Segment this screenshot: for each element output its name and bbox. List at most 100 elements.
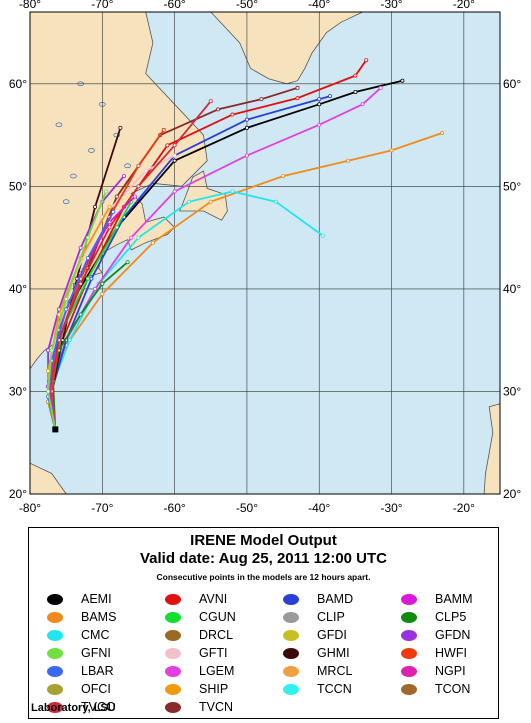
lon-tick-label-bottom: -30° [380,501,402,515]
lat-tick-label-left: 20° [9,487,27,501]
track-point [46,389,51,394]
legend-label: CGUN [199,610,236,624]
legend-entry-mrcl: MRCL [283,663,352,679]
legend-label: AVNI [199,592,228,606]
legend-entry-gfdi: GFDI [283,627,347,643]
track-point [389,148,394,153]
legend-title: IRENE Model Output [190,532,337,549]
lon-tick-label-bottom: -40° [308,501,330,515]
legend-swatch [47,611,63,623]
track-point [114,225,119,230]
storm-position-marker [52,426,59,433]
legend-swatch [401,647,417,659]
track-point [172,158,177,163]
lat-tick-label-left: 40° [9,282,27,296]
legend-swatch [283,647,299,659]
track-point [89,276,94,281]
legend-entry-lbar: LBAR [47,663,114,679]
track-point [100,281,105,286]
track-point [136,163,141,168]
legend-swatch [401,611,417,623]
track-point [360,102,365,107]
track-point [295,96,300,101]
legend-label: BAMD [317,592,354,606]
legend-entry-tvcc: TVCC [47,699,115,715]
legend-panel: IRENE Model Output Valid date: Aug 25, 2… [28,527,499,719]
legend-entry-clp5: CLP5 [401,609,466,625]
lat-tick-label-right: 60° [503,77,521,91]
legend-swatch [47,665,63,677]
credit-text: Laboratory, LSU [31,702,116,714]
track-point [78,281,83,286]
track-point [111,209,116,214]
track-point [208,199,213,204]
track-point [378,85,383,90]
track-point [215,107,220,112]
track-point [93,204,98,209]
track-point [320,233,325,238]
legend-label: SHIP [199,682,229,696]
lon-tick-label-bottom: -70° [91,501,113,515]
legend-swatch [283,611,299,623]
track-point [273,199,278,204]
track-clp5 [52,261,129,430]
track-point [64,307,69,312]
legend-entry-avni: AVNI [165,591,227,607]
track-point [353,73,358,78]
lon-tick-label-top: -30° [380,0,402,11]
track-point [244,125,249,130]
lat-tick-label-left: 50° [9,179,27,193]
legend-note: Consecutive points in the models are 12 … [156,572,371,582]
lat-tick-label-right: 20° [503,487,521,501]
legend-label: BAMM [435,592,473,606]
legend-label: TVCN [199,700,234,714]
lat-tick-label-left: 30° [9,384,27,398]
legend-entry-bamm: BAMM [401,591,473,607]
legend-swatch [283,629,299,641]
legend-swatch [165,647,181,659]
legend-entry-gfti: GFTI [165,645,227,661]
track-tvcc [48,100,212,430]
lat-tick-label-right: 40° [503,282,521,296]
track-point [49,348,54,353]
track-point [150,240,155,245]
track-point [230,112,235,117]
track-point [208,99,213,104]
lat-tick-label-right: 30° [503,384,521,398]
lon-tick-label-top: -20° [453,0,475,11]
track-point [118,125,123,130]
legend-entry-ofci: OFCI [47,681,111,697]
legend-label: TCON [435,682,471,696]
valid-date: Valid date: Aug 25, 2011 12:00 UTC [139,550,388,567]
track-point [244,117,249,122]
legend-entry-bamd: BAMD [283,591,353,607]
legend-swatch [283,665,299,677]
map-panel: -80° -80° -70° -70° -60° -60° -50° -50° -40° -40°… [0,0,531,520]
legend-entry-aemi: AEMI [47,591,112,607]
track-gfni [47,191,107,430]
legend-entry-ghmi: GHMI [283,645,350,661]
track-point [114,194,119,199]
track-point [353,89,358,94]
track-point [230,189,235,194]
track-point [440,131,445,136]
legend-label: CLP5 [435,610,467,624]
lat-tick-label-right: 50° [503,179,521,193]
track-point [328,94,333,99]
track-point [143,168,148,173]
track-point [317,122,322,127]
forecast-map[interactable]: -80° -80° -70° -70° -60° -60° -50° -50° -40° -40°… [0,0,531,520]
lake [88,148,95,153]
legend-swatch [165,593,181,605]
legend-entry-bams: BAMS [47,609,116,625]
legend-label: HWFI [435,646,467,660]
track-point [317,102,322,107]
legend-label: GFNI [81,646,111,660]
track-point [172,189,177,194]
legend-label: LGEM [199,664,235,678]
track-point [244,153,249,158]
track-point [172,153,177,158]
track-point [56,312,61,317]
lon-tick-label-bottom: -60° [164,501,186,515]
legend-entry-tvcn: TVCN [165,699,233,715]
